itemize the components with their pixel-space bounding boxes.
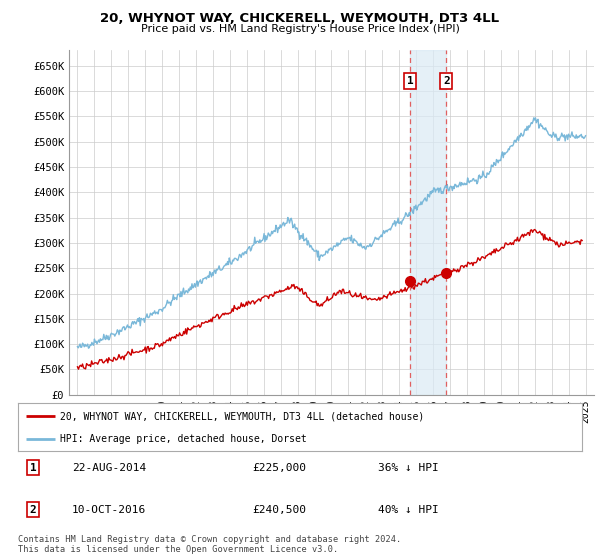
Text: 20, WHYNOT WAY, CHICKERELL, WEYMOUTH, DT3 4LL (detached house): 20, WHYNOT WAY, CHICKERELL, WEYMOUTH, DT… (60, 411, 425, 421)
Text: £225,000: £225,000 (252, 463, 306, 473)
Text: Contains HM Land Registry data © Crown copyright and database right 2024.
This d: Contains HM Land Registry data © Crown c… (18, 535, 401, 554)
Text: 1: 1 (29, 463, 37, 473)
Text: 36% ↓ HPI: 36% ↓ HPI (378, 463, 439, 473)
Text: 22-AUG-2014: 22-AUG-2014 (72, 463, 146, 473)
Text: 20, WHYNOT WAY, CHICKERELL, WEYMOUTH, DT3 4LL: 20, WHYNOT WAY, CHICKERELL, WEYMOUTH, DT… (100, 12, 500, 25)
Text: 10-OCT-2016: 10-OCT-2016 (72, 505, 146, 515)
Text: 40% ↓ HPI: 40% ↓ HPI (378, 505, 439, 515)
Text: £240,500: £240,500 (252, 505, 306, 515)
Text: 2: 2 (29, 505, 37, 515)
Text: 1: 1 (407, 76, 413, 86)
Text: Price paid vs. HM Land Registry's House Price Index (HPI): Price paid vs. HM Land Registry's House … (140, 24, 460, 34)
Text: HPI: Average price, detached house, Dorset: HPI: Average price, detached house, Dors… (60, 434, 307, 444)
Bar (410, 50, 446, 395)
Text: 2: 2 (443, 76, 449, 86)
